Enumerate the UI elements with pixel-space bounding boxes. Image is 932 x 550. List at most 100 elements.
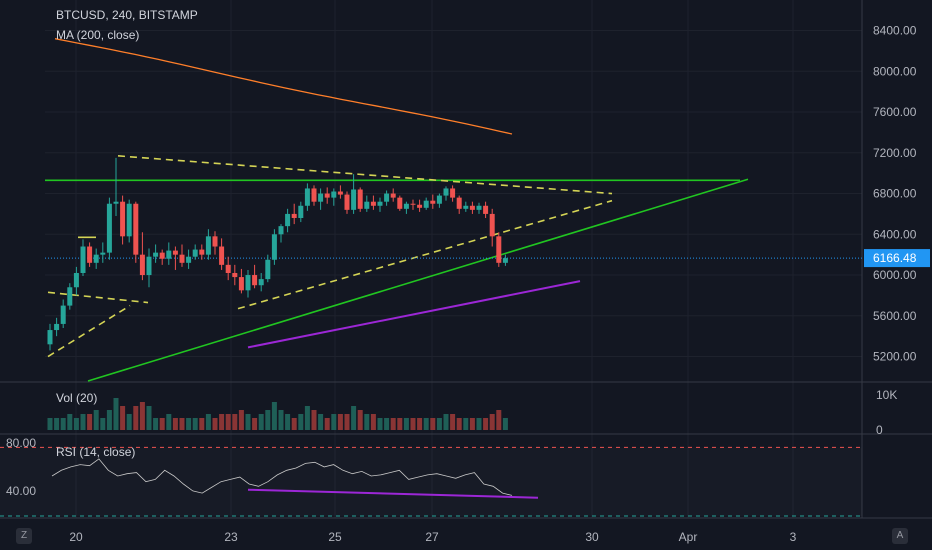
candle-body	[384, 193, 390, 202]
rsi-panel	[0, 446, 862, 517]
candle-body	[377, 201, 383, 206]
volume-bars	[47, 398, 508, 430]
volume-bar	[60, 418, 66, 430]
candle-body	[133, 203, 139, 255]
volume-bar	[219, 414, 225, 430]
time-tick: 27	[425, 530, 439, 544]
candle-body	[159, 252, 165, 259]
volume-bar	[192, 418, 198, 430]
volume-bar	[483, 418, 489, 430]
price-tick: 5200.00	[873, 350, 917, 364]
candle-body	[258, 279, 264, 286]
volume-bar	[113, 398, 119, 430]
volume-bar	[172, 418, 178, 430]
volume-bar	[199, 418, 205, 430]
candle-body	[463, 205, 469, 209]
volume-bar	[258, 414, 264, 430]
price-axis: 5200.00 5600.00 6000.00 6400.00 6800.00 7200.…	[6, 24, 930, 498]
early-support-line	[47, 304, 131, 358]
volume-bar	[443, 414, 449, 430]
candle-body	[502, 258, 508, 263]
candle-body	[285, 213, 291, 227]
time-tick: 3	[790, 530, 797, 544]
volume-bar	[430, 418, 436, 430]
volume-bar	[463, 418, 469, 430]
candle-body	[397, 197, 403, 209]
time-tick: 23	[224, 530, 238, 544]
volume-bar	[311, 410, 317, 430]
volume-bar	[436, 418, 442, 430]
last-price-badge	[864, 249, 930, 268]
volume-bar	[278, 410, 284, 430]
volume-bar	[351, 406, 357, 430]
volume-bar	[73, 418, 79, 430]
ma-legend: MA (200, close)	[56, 28, 140, 42]
volume-bar	[212, 418, 218, 430]
candle-body	[456, 197, 462, 209]
volume-bar	[80, 414, 86, 430]
volume-bar	[318, 414, 324, 430]
candle-body	[54, 323, 60, 331]
candle-body	[318, 193, 324, 202]
candle-body	[126, 203, 132, 237]
volume-bar	[139, 402, 145, 430]
volume-bar	[370, 414, 376, 430]
candle-body	[238, 277, 244, 291]
volume-bar	[304, 406, 310, 430]
auto-scale-icon[interactable]: A	[892, 528, 908, 544]
volume-bar	[271, 402, 277, 430]
volume-bar	[205, 414, 211, 430]
volume-bar	[364, 414, 370, 430]
candle-body	[205, 236, 211, 255]
candle-body	[199, 249, 205, 255]
candle-body	[410, 203, 416, 205]
wedge-upper-line	[117, 155, 613, 195]
volume-bar	[87, 414, 93, 430]
time-tick: 30	[585, 530, 599, 544]
volume-bar	[106, 410, 112, 430]
candle-body	[232, 273, 238, 278]
volume-bar	[54, 418, 60, 430]
symbol-title: BTCUSD, 240, BITSTAMP	[56, 8, 198, 22]
candle-body	[87, 246, 93, 263]
candle-body	[113, 201, 119, 204]
volume-bar	[344, 414, 350, 430]
volume-bar	[291, 418, 297, 430]
volume-bar	[133, 406, 139, 430]
volume-bar	[377, 418, 383, 430]
volume-bar	[456, 418, 462, 430]
candle-body	[245, 275, 251, 291]
volume-bar	[120, 406, 126, 430]
candle-body	[179, 254, 185, 263]
candle-body	[192, 249, 198, 257]
candle-body	[469, 205, 475, 210]
rsi-tick: 40.00	[6, 484, 36, 498]
chart-grid	[0, 0, 932, 519]
rsi-tick: 80.00	[6, 436, 36, 450]
price-tick: 5600.00	[873, 309, 917, 323]
divergence-price-line	[247, 280, 581, 349]
candle-body	[153, 252, 159, 257]
candle-body	[252, 275, 258, 286]
rsi-legend: RSI (14, close)	[56, 445, 136, 459]
candle-body	[331, 191, 337, 198]
volume-bar	[100, 418, 106, 430]
volume-bar	[298, 414, 304, 430]
candle-body	[291, 213, 297, 218]
candle-body	[120, 201, 126, 237]
volume-bar	[47, 418, 53, 430]
volume-bar	[265, 410, 271, 430]
early-resistance-line	[47, 291, 149, 304]
volume-bar	[331, 414, 337, 430]
volume-tick: 10K	[876, 388, 897, 402]
volume-tick: 0	[876, 423, 883, 437]
volume-bar	[403, 418, 409, 430]
candle-body	[166, 250, 172, 259]
volume-bar	[337, 414, 343, 430]
ma-200-series	[54, 38, 513, 135]
volume-bar	[489, 414, 495, 430]
candle-body	[304, 188, 310, 206]
timezone-icon[interactable]: Z	[16, 528, 32, 544]
volume-bar	[450, 414, 456, 430]
